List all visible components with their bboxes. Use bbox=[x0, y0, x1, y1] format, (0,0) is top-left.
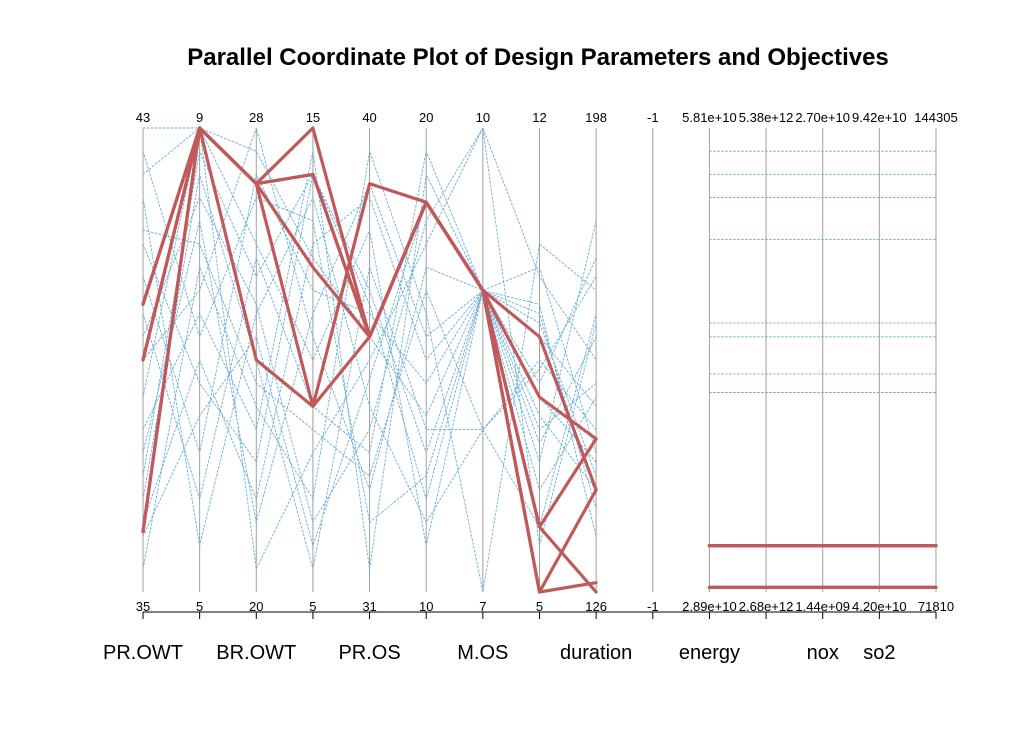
highlight-lines bbox=[141, 126, 938, 594]
axis-bottom-label: -1 bbox=[647, 599, 659, 614]
background-series-line bbox=[142, 197, 597, 523]
axis-bottom-label: 10 bbox=[419, 599, 433, 614]
axis-bottom-label: 20 bbox=[249, 599, 263, 614]
axis-top-label: 12 bbox=[532, 110, 546, 125]
axis-top-label: 9.42e+10 bbox=[852, 110, 907, 125]
highlight-series-line bbox=[141, 126, 598, 594]
axis-top-label: 20 bbox=[419, 110, 433, 125]
axis-top-label: -1 bbox=[647, 110, 659, 125]
axis-name-label: so2 bbox=[863, 642, 895, 664]
background-series-line bbox=[142, 173, 597, 463]
axis-bottom-label: 5 bbox=[536, 599, 543, 614]
axis-name-label: PR.OWT bbox=[103, 642, 183, 664]
background-series-line bbox=[142, 127, 597, 570]
background-series-line bbox=[142, 127, 597, 509]
axis-bottom-label: 71810 bbox=[918, 599, 954, 614]
background-series-line bbox=[142, 173, 597, 570]
axis-bottom-label: 31 bbox=[362, 599, 376, 614]
axis-top-label: 198 bbox=[585, 110, 607, 125]
background-series-line bbox=[142, 150, 597, 477]
axis-name-label: duration bbox=[560, 642, 632, 664]
axis-top-label: 40 bbox=[362, 110, 376, 125]
axis-top-label: 9 bbox=[196, 110, 203, 125]
background-series-line bbox=[142, 197, 597, 547]
axis-bottom-label: 2.89e+10 bbox=[682, 599, 737, 614]
axis-top-label: 5.38e+12 bbox=[739, 110, 794, 125]
axis-bottom-label: 2.68e+12 bbox=[739, 599, 794, 614]
axis-name-label: nox bbox=[807, 642, 839, 664]
axis-bottom-label: 5 bbox=[309, 599, 316, 614]
chart-title: Parallel Coordinate Plot of Design Param… bbox=[187, 44, 889, 71]
axis-top-label: 15 bbox=[306, 110, 320, 125]
axis-bottom-label: 126 bbox=[585, 599, 607, 614]
axis-top-label: 2.70e+10 bbox=[795, 110, 850, 125]
axis-name-label: BR.OWT bbox=[216, 642, 296, 664]
axis-bottom-label: 1.44e+09 bbox=[795, 599, 850, 614]
axis-name-label: PR.OS bbox=[338, 642, 400, 664]
axis-top-label: 28 bbox=[249, 110, 263, 125]
background-series-line bbox=[142, 127, 597, 547]
axis-top-label: 5.81e+10 bbox=[682, 110, 737, 125]
background-series-line bbox=[142, 229, 597, 477]
axis-bottom-label: 35 bbox=[136, 599, 150, 614]
axis-top-label: 43 bbox=[136, 110, 150, 125]
axis-top-label: 10 bbox=[476, 110, 490, 125]
axis-name-label: M.OS bbox=[457, 642, 508, 664]
labels-layer: 43 35 PR.OWT 9 5 28 20 BR.OWT 15 5 40 31 PR.OS 20 10 10… bbox=[103, 110, 958, 664]
background-series-line bbox=[142, 173, 597, 500]
axis-bottom-label: 5 bbox=[196, 599, 203, 614]
axis-bottom-label: 4.20e+10 bbox=[852, 599, 907, 614]
axis-name-label: energy bbox=[679, 642, 740, 664]
background-series-line bbox=[142, 127, 597, 547]
background-series-line bbox=[142, 201, 597, 547]
axis-bottom-label: 7 bbox=[479, 599, 486, 614]
axis-top-label: 144305 bbox=[914, 110, 957, 125]
